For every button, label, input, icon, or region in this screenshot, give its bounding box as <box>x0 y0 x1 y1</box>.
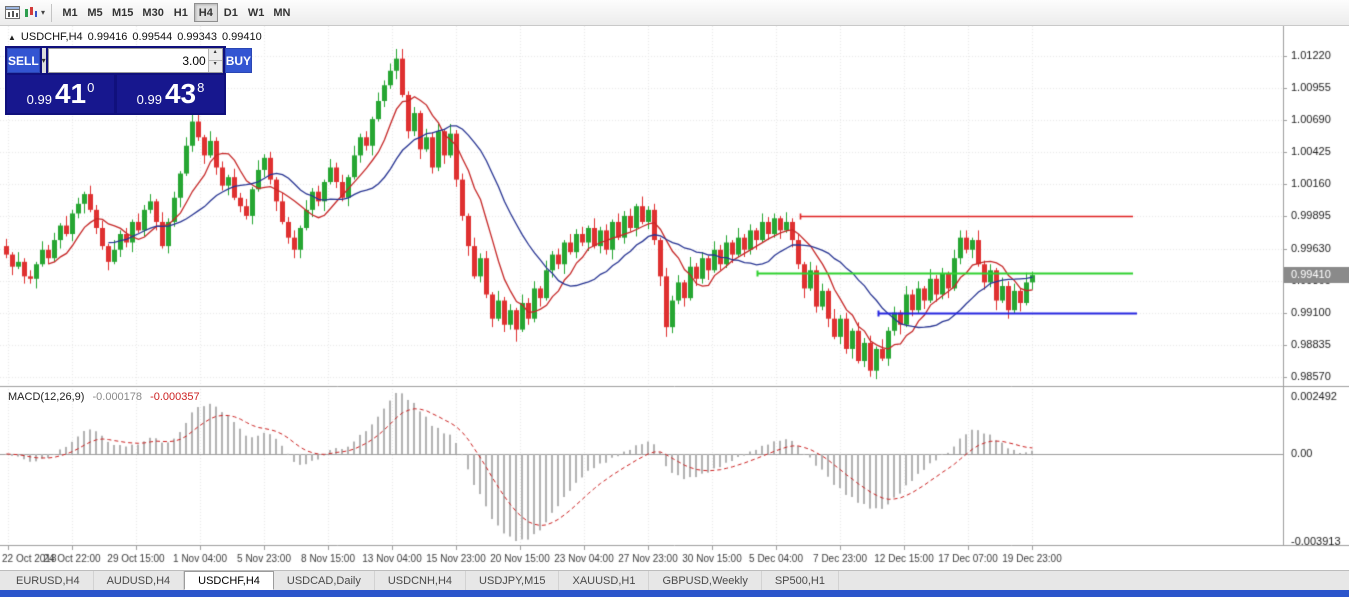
macd-main-value: -0.000178 <box>92 391 143 403</box>
volume-step-down-icon[interactable]: ▾ <box>208 61 222 72</box>
ask-price-prefix: 0.99 <box>136 91 162 107</box>
direction-up-icon: ▲ <box>8 32 16 42</box>
chart-ohlc-title: ▲ USDCHF,H4 0.99416 0.99544 0.99343 0.99… <box>8 31 262 43</box>
price-chart-canvas[interactable] <box>0 26 1349 570</box>
timeframe-button-m5[interactable]: M5 <box>83 3 107 22</box>
indicators-icon[interactable] <box>22 4 40 22</box>
sell-button[interactable]: SELL <box>7 48 40 73</box>
top-toolbar: ▾ M1 M5 M15 M30 H1 H4 D1 W1 MN <box>0 0 1349 26</box>
tab-sp500-h1[interactable]: SP500,H1 <box>762 571 839 590</box>
ask-price-panel[interactable]: 0.99 43 8 <box>117 75 224 113</box>
tab-usdchf-h4[interactable]: USDCHF,H4 <box>184 571 274 590</box>
volume-step-up-icon[interactable]: ▴ <box>208 49 222 61</box>
tab-audusd-h4[interactable]: AUDUSD,H4 <box>94 571 185 590</box>
tab-usdcad-daily[interactable]: USDCAD,Daily <box>274 571 375 590</box>
timeframe-button-w1[interactable]: W1 <box>244 3 269 22</box>
timeframe-button-h1[interactable]: H1 <box>169 3 193 22</box>
bid-price-prefix: 0.99 <box>26 91 52 107</box>
taskbar-strip <box>0 590 1349 597</box>
buy-button[interactable]: BUY <box>224 48 253 73</box>
timeframe-button-d1[interactable]: D1 <box>219 3 243 22</box>
timeframe-button-m1[interactable]: M1 <box>58 3 82 22</box>
macd-name: MACD(12,26,9) <box>8 391 85 403</box>
volume-input[interactable] <box>48 49 208 72</box>
bid-price-sup: 0 <box>87 79 95 95</box>
symbol-label: USDCHF,H4 <box>20 31 83 43</box>
high-value: 0.99544 <box>132 31 173 43</box>
chart-tab-bar: EURUSD,H4 AUDUSD,H4 USDCHF,H4 USDCAD,Dai… <box>0 570 1349 590</box>
tab-xauusd-h1[interactable]: XAUUSD,H1 <box>559 571 650 590</box>
tab-gbpusd-weekly[interactable]: GBPUSD,Weekly <box>649 571 762 590</box>
ask-price-sup: 8 <box>197 79 205 95</box>
macd-indicator-label: MACD(12,26,9) -0.000178 -0.000357 <box>8 391 200 403</box>
low-value: 0.99343 <box>177 31 217 43</box>
bid-price-big: 41 <box>54 78 87 109</box>
timeframe-button-mn[interactable]: MN <box>269 3 294 22</box>
timeframe-button-m15[interactable]: M15 <box>108 3 137 22</box>
new-chart-icon[interactable] <box>3 4 21 22</box>
tab-usdjpy-m15[interactable]: USDJPY,M15 <box>466 571 560 590</box>
ask-price-big: 43 <box>164 78 197 109</box>
macd-signal-value: -0.000357 <box>150 391 200 403</box>
bid-price-panel[interactable]: 0.99 41 0 <box>7 75 114 113</box>
volume-field-wrap: ▴ ▾ <box>47 48 223 73</box>
close-value: 0.99410 <box>221 31 262 43</box>
tab-eurusd-h4[interactable]: EURUSD,H4 <box>3 571 94 590</box>
tab-usdcnh-h4[interactable]: USDCNH,H4 <box>375 571 467 590</box>
volume-stepper: ▴ ▾ <box>207 49 222 72</box>
open-value: 0.99416 <box>87 31 128 43</box>
toolbar-separator <box>51 3 53 22</box>
one-click-trading-widget: SELL ▾ ▴ ▾ BUY 0.99 41 0 0.99 43 8 <box>5 46 253 115</box>
volume-dropdown-button[interactable]: ▾ <box>41 48 46 73</box>
timeframe-button-m30[interactable]: M30 <box>138 3 167 22</box>
indicators-dropdown-caret-icon[interactable]: ▾ <box>41 7 46 17</box>
timeframe-button-h4[interactable]: H4 <box>193 3 218 22</box>
